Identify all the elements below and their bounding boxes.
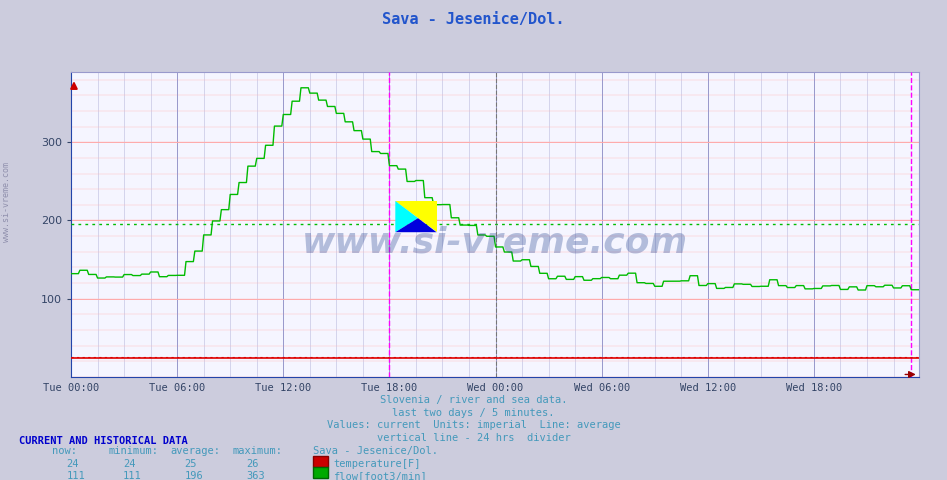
Text: Sava - Jesenice/Dol.: Sava - Jesenice/Dol. [383,12,564,27]
Text: 24: 24 [123,459,135,469]
Text: Values: current  Units: imperial  Line: average: Values: current Units: imperial Line: av… [327,420,620,431]
Polygon shape [395,201,437,232]
Text: 363: 363 [246,471,265,480]
Text: vertical line - 24 hrs  divider: vertical line - 24 hrs divider [377,433,570,444]
Polygon shape [395,218,437,232]
Text: Tue 00:00: Tue 00:00 [43,383,99,393]
Text: Tue 18:00: Tue 18:00 [362,383,418,393]
Text: Wed 18:00: Wed 18:00 [786,383,842,393]
Polygon shape [395,201,418,232]
Text: 26: 26 [246,459,259,469]
Text: last two days / 5 minutes.: last two days / 5 minutes. [392,408,555,418]
Text: Wed 12:00: Wed 12:00 [680,383,736,393]
Text: 111: 111 [123,471,142,480]
Text: Slovenia / river and sea data.: Slovenia / river and sea data. [380,395,567,405]
Text: maximum:: maximum: [232,446,282,456]
Text: 24: 24 [66,459,79,469]
Text: average:: average: [170,446,221,456]
Text: temperature[F]: temperature[F] [333,459,420,469]
Text: www.si-vreme.com: www.si-vreme.com [2,162,11,241]
Text: 111: 111 [66,471,85,480]
Text: now:: now: [52,446,77,456]
Text: www.si-vreme.com: www.si-vreme.com [302,226,688,260]
Text: Wed 06:00: Wed 06:00 [574,383,630,393]
Text: Sava - Jesenice/Dol.: Sava - Jesenice/Dol. [313,446,438,456]
Text: 25: 25 [185,459,197,469]
Text: 196: 196 [185,471,204,480]
Text: Wed 00:00: Wed 00:00 [468,383,524,393]
Text: flow[foot3/min]: flow[foot3/min] [333,471,427,480]
Text: Tue 12:00: Tue 12:00 [255,383,312,393]
Text: CURRENT AND HISTORICAL DATA: CURRENT AND HISTORICAL DATA [19,436,188,446]
Text: minimum:: minimum: [109,446,159,456]
Text: Tue 06:00: Tue 06:00 [149,383,205,393]
